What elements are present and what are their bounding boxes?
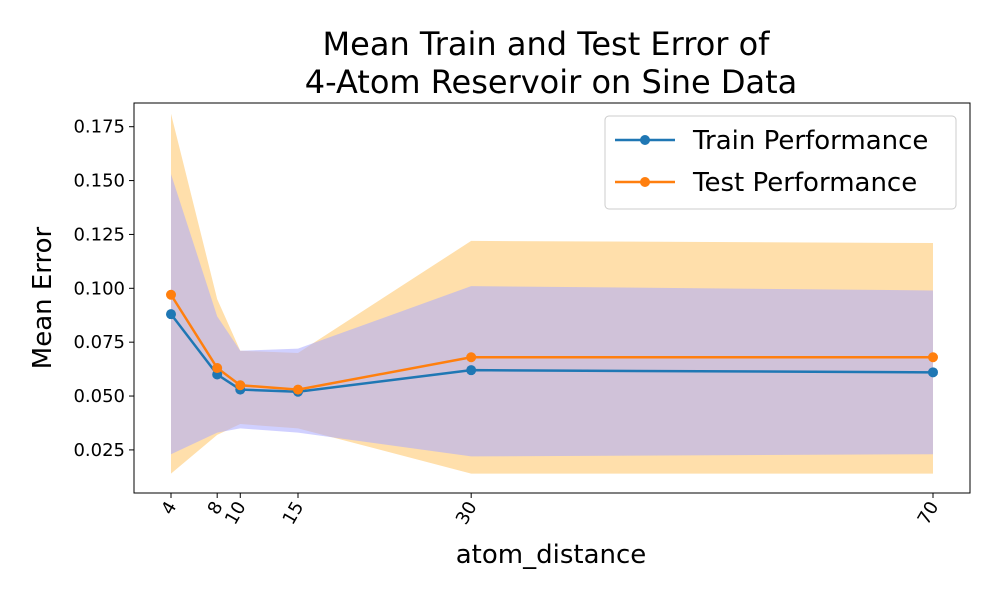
legend-marker-test bbox=[640, 177, 650, 187]
y-tick-label: 0.025 bbox=[73, 440, 125, 461]
legend-marker-train bbox=[640, 135, 650, 145]
train-error-band bbox=[171, 174, 933, 457]
legend-label-train: Train Performance bbox=[692, 126, 928, 156]
chart-title-line2: 4-Atom Reservoir on Sine Data bbox=[305, 63, 798, 101]
x-axis-label: atom_distance bbox=[456, 540, 647, 570]
test-point bbox=[293, 384, 303, 395]
y-tick-label: 0.175 bbox=[73, 117, 125, 138]
test-point bbox=[166, 289, 176, 300]
y-axis-label: Mean Error bbox=[28, 226, 58, 369]
test-point bbox=[466, 352, 477, 363]
plot-frame bbox=[133, 102, 971, 494]
legend: Train Performance Test Performance bbox=[604, 115, 957, 210]
series-lines bbox=[169, 294, 934, 393]
test-point bbox=[235, 380, 246, 391]
train-point bbox=[466, 365, 477, 376]
train-line bbox=[170, 313, 934, 393]
legend-label-test: Test Performance bbox=[692, 168, 917, 198]
chart-title-line1: Mean Train and Test Error of bbox=[323, 25, 771, 63]
y-axis-ticks: 0.025 0.050 0.075 0.100 0.125 0.150 0.175 bbox=[73, 117, 134, 461]
test-point bbox=[212, 363, 223, 374]
y-tick-label: 0.075 bbox=[73, 332, 125, 353]
train-point bbox=[166, 309, 176, 320]
y-tick-label: 0.150 bbox=[73, 171, 125, 192]
y-tick-label: 0.050 bbox=[73, 386, 125, 407]
series-points bbox=[166, 289, 938, 397]
legend-box bbox=[604, 115, 957, 210]
y-tick-label: 0.125 bbox=[73, 224, 125, 245]
train-point bbox=[928, 367, 938, 378]
test-line bbox=[169, 294, 933, 391]
y-tick-label: 0.100 bbox=[73, 278, 125, 299]
test-point bbox=[928, 352, 938, 363]
